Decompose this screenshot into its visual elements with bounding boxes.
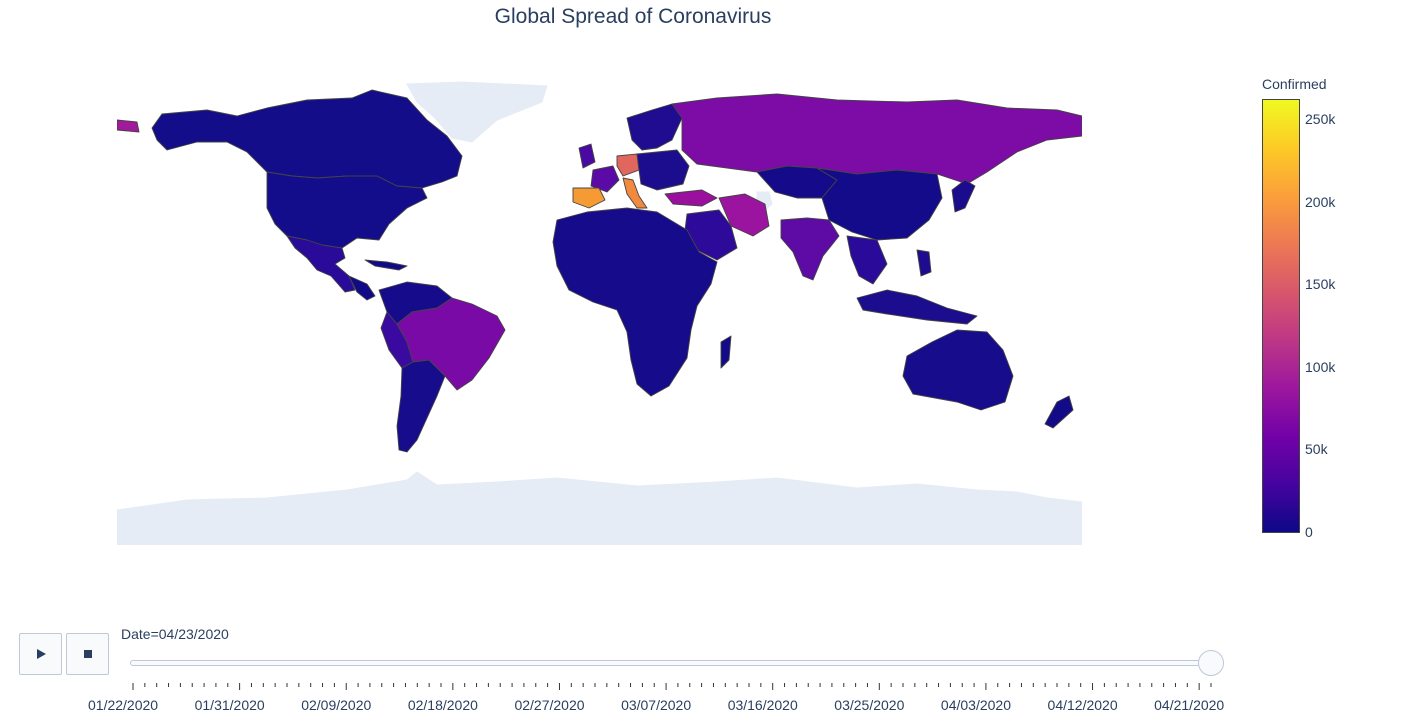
country-madagascar	[720, 335, 732, 369]
slider-date-label[interactable]: 03/07/2020	[621, 697, 692, 713]
slider-handle[interactable]	[1198, 650, 1224, 676]
world-choropleth-map[interactable]	[117, 80, 1082, 545]
country-australia	[902, 329, 1014, 411]
map-canvas	[117, 81, 1082, 545]
colorbar-tick-label: 150k	[1305, 276, 1336, 293]
slider-rail[interactable]	[130, 660, 1213, 666]
slider-date-label[interactable]: 02/09/2020	[301, 697, 372, 713]
country-canada	[151, 89, 463, 189]
country-germany	[616, 153, 640, 177]
colorbar-title: Confirmed	[1262, 76, 1327, 92]
country-southeast-asia	[846, 235, 888, 285]
slider-date-label[interactable]: 04/12/2020	[1047, 697, 1118, 713]
colorbar-tick-label: 200k	[1305, 193, 1336, 210]
slider-date-label[interactable]: 03/25/2020	[834, 697, 905, 713]
slider-date-label[interactable]: 03/16/2020	[727, 697, 798, 713]
stop-icon	[83, 650, 92, 658]
colorbar-tick-label: 100k	[1305, 358, 1336, 375]
slider-date-label[interactable]: 01/22/2020	[88, 697, 159, 713]
country-argentina-chile	[396, 359, 446, 453]
country-china	[816, 167, 943, 241]
slider-date-label[interactable]: 01/31/2020	[194, 697, 265, 713]
region-antarctica	[117, 471, 1082, 545]
country-central-america	[348, 275, 376, 301]
country-spain	[572, 187, 606, 209]
country-philippines	[916, 249, 932, 277]
slider-tick-marks	[132, 683, 1212, 690]
country-russia	[671, 93, 1082, 185]
slider-date-label[interactable]: 04/21/2020	[1154, 697, 1225, 713]
colorbar-tick-label: 0	[1305, 524, 1313, 540]
country-france	[590, 165, 620, 193]
slider-date-label[interactable]: 02/18/2020	[407, 697, 478, 713]
colorbar-tick-label: 250k	[1305, 111, 1336, 128]
country-caribbean	[364, 259, 408, 271]
country-india	[780, 217, 840, 281]
country-eastern-europe	[636, 149, 690, 191]
play-button[interactable]	[19, 633, 62, 675]
country-japan	[951, 179, 976, 213]
colorbar-tick-label: 50k	[1305, 441, 1328, 458]
country-russia-west-slice	[117, 119, 140, 133]
country-turkey	[664, 189, 718, 207]
region-greenland	[406, 81, 548, 143]
slider-current-value: Date=04/23/2020	[121, 626, 229, 642]
country-italy	[622, 177, 648, 209]
country-new-zealand	[1044, 395, 1074, 429]
stop-button[interactable]	[66, 633, 109, 675]
colorbar	[1262, 99, 1300, 533]
country-indonesia	[856, 289, 978, 325]
slider-date-label[interactable]: 04/03/2020	[940, 697, 1011, 713]
slider-date-label[interactable]: 02/27/2020	[514, 697, 585, 713]
chart-title: Global Spread of Coronavirus	[494, 5, 772, 28]
country-brazil	[396, 297, 506, 391]
play-icon	[36, 649, 46, 659]
country-uk	[578, 143, 596, 169]
country-africa	[552, 207, 718, 397]
country-scandinavia	[626, 103, 683, 151]
